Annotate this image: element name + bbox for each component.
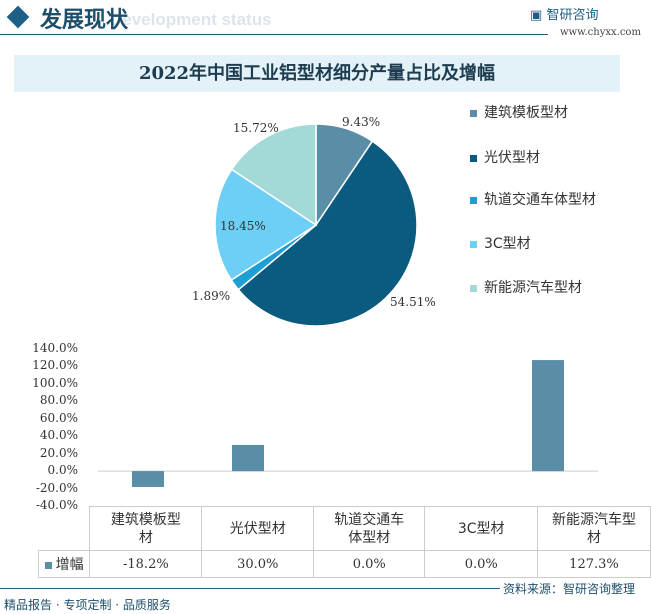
legend-item: 新能源汽车型材	[470, 280, 624, 297]
y-tick-label: 140.0%	[32, 341, 78, 355]
series-swatch	[44, 562, 52, 569]
category-label: 建筑模板型材	[89, 506, 203, 551]
header-divider	[0, 34, 548, 35]
logo-url: www.chyxx.com	[560, 27, 641, 38]
table-corner	[38, 506, 91, 551]
legend-item: 轨道交通车体型材	[470, 192, 624, 209]
category-label: 3C型材	[424, 506, 538, 551]
pie-value-label: 1.89%	[192, 289, 230, 303]
footer-divider	[0, 588, 500, 589]
legend-swatch	[470, 241, 477, 248]
y-tick-label: 120.0%	[32, 358, 78, 373]
y-tick-label: 100.0%	[32, 375, 78, 390]
value-cell: 0.0%	[424, 550, 538, 578]
legend-swatch	[470, 285, 477, 292]
pie-value-label: 18.45%	[220, 219, 266, 233]
category-label: 轨道交通车体型材	[312, 506, 426, 551]
tagline: 精品报告 · 专项定制 · 品质服务	[4, 598, 171, 612]
legend-label: 3C型材	[484, 236, 531, 252]
legend-label: 轨道交通车体型材	[484, 192, 596, 208]
legend-item: 光伏型材	[470, 150, 624, 167]
legend-item: 建筑模板型材	[470, 105, 624, 122]
pie-slice	[230, 123, 317, 227]
category-label: 新能源汽车型材	[536, 506, 651, 551]
bar	[132, 471, 164, 487]
pie-value-label: 15.72%	[233, 121, 279, 135]
pie-value-label: 54.51%	[390, 295, 436, 309]
legend-swatch	[470, 155, 477, 162]
source-note: 资料来源：智研咨询整理	[503, 582, 636, 596]
bar	[532, 360, 564, 472]
legend-label: 光伏型材	[484, 150, 540, 166]
value-cell: -18.2%	[89, 550, 203, 578]
y-tick-label: 20.0%	[39, 445, 78, 460]
y-tick-label: 80.0%	[39, 393, 78, 408]
legend-swatch	[470, 197, 477, 204]
series-label: 增幅	[37, 550, 91, 578]
bar	[232, 444, 264, 472]
legend-label: 新能源汽车型材	[484, 280, 582, 296]
header-subtitle: Development status	[110, 10, 272, 29]
value-cell: 127.3%	[536, 550, 651, 578]
pie-slice	[214, 168, 318, 282]
legend-swatch	[470, 110, 477, 117]
legend-label: 建筑模板型材	[484, 105, 568, 121]
y-tick-label: 60.0%	[39, 410, 78, 425]
logo: ▣ 智研咨询	[530, 8, 599, 23]
y-tick-label: 40.0%	[39, 428, 78, 443]
pie-value-label: 9.43%	[342, 115, 380, 129]
value-cell: 30.0%	[201, 550, 314, 578]
chart-title: 2022年中国工业铝型材细分产量占比及增幅	[14, 55, 620, 92]
pie-slice	[237, 140, 418, 327]
data-table: 建筑模板型材 光伏型材 轨道交通车体型材 3C型材 新能源汽车型材 增幅 -18.2% 30…	[37, 506, 651, 578]
y-tick-label: -20.0%	[35, 480, 78, 495]
legend-item: 3C型材	[470, 236, 624, 253]
y-tick-label: 0.0%	[47, 463, 79, 478]
header-title: 发展现状	[40, 8, 129, 33]
category-label: 光伏型材	[201, 506, 314, 551]
value-cell: 0.0%	[312, 550, 426, 578]
